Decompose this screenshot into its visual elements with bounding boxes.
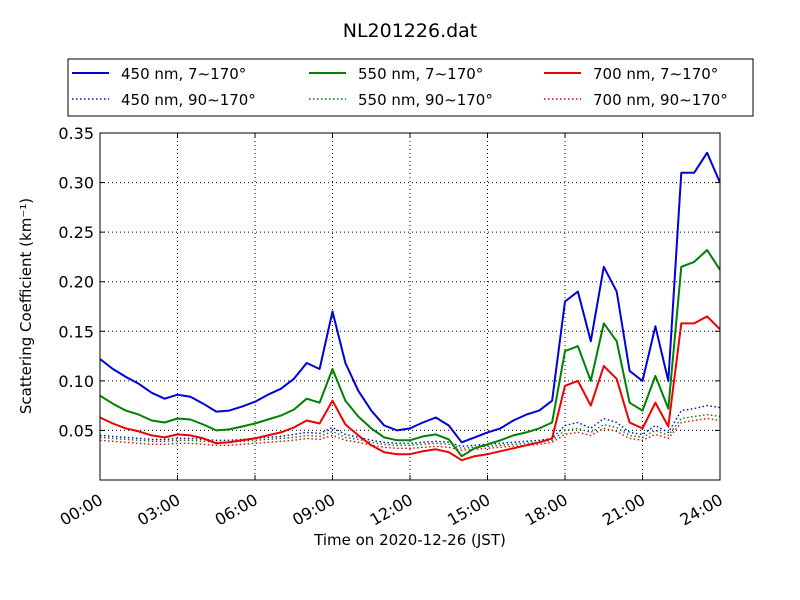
chart-title: NL201226.dat	[343, 20, 478, 42]
legend-label-4: 700 nm, 7∼170°	[593, 65, 718, 83]
legend-label-5: 700 nm, 90∼170°	[593, 91, 728, 109]
legend-label-1: 450 nm, 90∼170°	[121, 91, 256, 109]
legend-label-0: 450 nm, 7∼170°	[121, 65, 246, 83]
y-tick-label: 0.35	[58, 124, 94, 143]
y-tick-label: 0.25	[58, 223, 94, 242]
x-tick-label: 06:00	[212, 490, 261, 530]
y-tick-label: 0.10	[58, 372, 94, 391]
x-axis-label: Time on 2020-12-26 (JST)	[313, 531, 506, 549]
y-tick-label: 0.15	[58, 322, 94, 341]
x-tick-label: 18:00	[522, 490, 571, 530]
x-tick-label: 24:00	[677, 490, 726, 530]
y-tick-label: 0.20	[58, 273, 94, 292]
series-line-4	[99, 315, 721, 462]
x-tick-label: 09:00	[289, 490, 338, 530]
x-tick-label: 12:00	[367, 490, 416, 530]
y-tick-label: 0.30	[58, 174, 94, 193]
series-line-0	[99, 151, 721, 444]
x-tick-label: 15:00	[444, 490, 493, 530]
x-tick-label: 03:00	[134, 490, 183, 530]
legend: 450 nm, 7∼170° 450 nm, 90∼170° 550 nm, 7∼1…	[67, 58, 754, 117]
series-line-5	[99, 417, 721, 451]
y-tick-label: 0.05	[58, 421, 94, 440]
x-tick-label: 21:00	[599, 490, 648, 530]
y-axis-label: Scattering Coefficient (km⁻¹)	[17, 198, 35, 414]
legend-frame	[67, 58, 754, 117]
x-tick-label: 00:00	[57, 490, 106, 530]
series-line-2	[99, 249, 721, 458]
axis-ticks: 00:00 03:00 06:00 09:00 12:00 15:00 18:00 21:00…	[57, 124, 726, 530]
series-layer	[99, 151, 721, 462]
legend-label-2: 550 nm, 7∼170°	[358, 65, 483, 83]
legend-label-3: 550 nm, 90∼170°	[358, 91, 493, 109]
series-line-1	[99, 404, 721, 447]
series-line-3	[99, 413, 721, 449]
